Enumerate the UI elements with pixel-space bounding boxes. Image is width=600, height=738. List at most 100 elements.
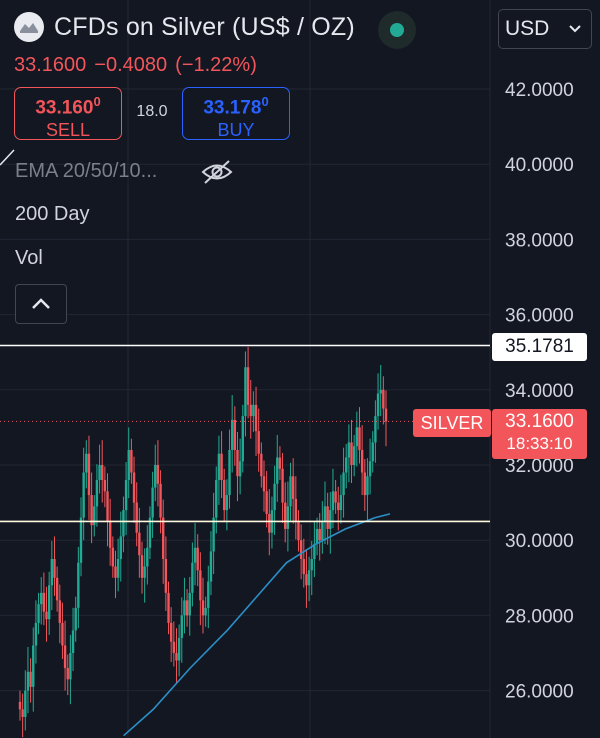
candle-body [185, 600, 189, 616]
logo-icon [14, 12, 44, 42]
candle-body [61, 622, 64, 646]
candle-body [223, 480, 226, 511]
candle-body [355, 427, 359, 447]
candle-body [154, 465, 157, 488]
candle-body [143, 566, 146, 578]
candle-body [294, 498, 298, 522]
candle-body [95, 480, 99, 507]
candle-body [204, 607, 207, 616]
candle-body [260, 453, 263, 477]
candle-body [71, 630, 75, 653]
candle-body [323, 506, 327, 522]
candle-body [379, 389, 382, 394]
moving-average-line [123, 513, 391, 737]
candle-body [47, 585, 51, 620]
candle-body [249, 404, 252, 417]
y-axis-tick-label: 38.0000 [505, 230, 574, 251]
candle-body [101, 465, 104, 481]
candle-body [26, 671, 30, 691]
candle-body [368, 461, 372, 477]
market-status-indicator[interactable] [378, 11, 416, 49]
symbol-tag: SILVER [413, 409, 491, 437]
candle-body [350, 442, 353, 465]
sell-button[interactable]: 33.1600 SELL [14, 87, 122, 140]
candle-body [169, 622, 173, 642]
candle-body [230, 419, 234, 450]
symbol-header[interactable]: CFDs on Silver (US$ / OZ) [14, 12, 355, 42]
candle-body [98, 465, 101, 481]
candle-body [66, 668, 69, 680]
candle-body [87, 453, 91, 496]
candle-body [315, 528, 319, 544]
indicator-ema[interactable]: EMA 20/50/10... [15, 160, 158, 182]
candle-body [193, 547, 197, 563]
candle-body [342, 472, 345, 496]
indicator-volume[interactable]: Vol [15, 247, 43, 269]
candle-body [236, 449, 239, 477]
candle-body [162, 517, 165, 559]
spread-value: 18.0 [136, 103, 168, 120]
candle-body [172, 641, 176, 653]
buy-button[interactable]: 33.1780 BUY [182, 87, 290, 140]
candle-body [233, 419, 237, 450]
sell-price: 33.1600 [35, 94, 101, 119]
y-axis-tick-label: 36.0000 [505, 306, 574, 327]
collapse-indicators-button[interactable] [15, 284, 67, 324]
candle-body [302, 559, 305, 575]
candle-body [18, 701, 22, 710]
candle-body [69, 653, 72, 680]
chevron-up-icon [32, 298, 50, 309]
sell-label: SELL [45, 120, 91, 141]
candle-body [167, 592, 170, 623]
candle-body [103, 480, 107, 492]
y-axis-tick-label: 34.0000 [505, 381, 574, 402]
candle-body [140, 555, 144, 578]
candle-body [326, 506, 329, 529]
candle-body [374, 416, 377, 443]
candle-body [384, 408, 388, 422]
price-change-line: 33.1600 −0.4080 (−1.22%) [14, 54, 265, 77]
candle-body [345, 457, 348, 473]
candle-body [180, 615, 183, 638]
indicator-200-day[interactable]: 200 Day [15, 203, 90, 225]
candle-body [24, 690, 27, 717]
candle-body [127, 449, 130, 481]
candle-body [119, 536, 122, 559]
chevron-down-icon [569, 25, 581, 33]
candle-body [318, 528, 321, 541]
candle-body [106, 491, 109, 522]
candle-body [358, 427, 361, 450]
candle-body [276, 457, 279, 484]
candle-body [299, 540, 303, 559]
candle-body [366, 476, 369, 496]
candle-body [29, 671, 32, 687]
candle-body [281, 468, 284, 503]
candle-body [278, 457, 282, 469]
candle-body [156, 465, 160, 484]
currency-select[interactable]: USD [498, 9, 592, 49]
candle-body [164, 559, 168, 593]
candle-body [334, 491, 337, 503]
candle-body [220, 453, 223, 481]
candle-body [310, 559, 313, 571]
eye-off-icon[interactable] [200, 157, 234, 192]
candle-body [135, 502, 138, 533]
candle-body [347, 442, 351, 458]
candle-body [63, 645, 67, 669]
horizontal-line-label[interactable]: 35.1781 [492, 333, 587, 361]
candle-body [32, 645, 35, 687]
current-price-value: 33.1600 [505, 411, 574, 432]
candle-body [252, 404, 255, 417]
candle-body [34, 622, 38, 646]
candle-body [188, 592, 191, 616]
y-axis-tick-label: 32.0000 [505, 456, 574, 477]
candle-body [42, 592, 46, 612]
candle-body [55, 577, 59, 601]
candle-body [177, 637, 181, 661]
market-open-dot [390, 23, 404, 37]
y-axis-tick-label: 40.0000 [505, 155, 574, 176]
y-axis-tick-label: 26.0000 [505, 682, 574, 703]
candle-body [207, 581, 210, 608]
candle-body [77, 562, 80, 608]
